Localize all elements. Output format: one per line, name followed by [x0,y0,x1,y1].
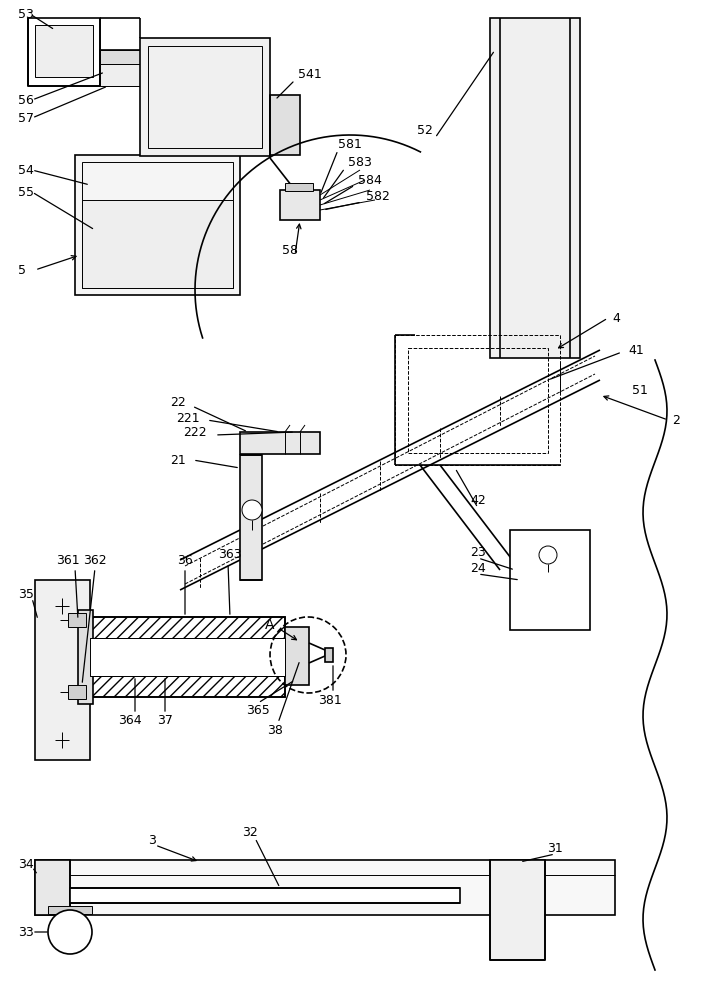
Text: 57: 57 [18,111,34,124]
Text: 58: 58 [282,243,298,256]
Text: 3: 3 [148,834,156,846]
Text: 582: 582 [366,190,390,204]
Text: 31: 31 [547,842,563,854]
Text: 53: 53 [18,7,34,20]
Bar [35,860,615,915]
Bar [82,162,233,288]
Bar [70,888,460,903]
Bar [510,530,590,630]
Bar [35,580,90,760]
Text: 21: 21 [170,454,186,466]
Bar [82,200,233,288]
Text: 365: 365 [246,704,270,716]
Circle shape [539,546,557,564]
Text: 221: 221 [176,412,200,424]
Text: 51: 51 [632,383,648,396]
Text: 4: 4 [612,312,620,324]
Text: 52: 52 [417,123,433,136]
Text: 584: 584 [358,174,382,186]
Text: 361: 361 [56,554,80,566]
Text: 363: 363 [218,548,242,562]
Bar [395,335,560,465]
Text: 381: 381 [318,694,342,706]
Text: 33: 33 [18,926,34,938]
Text: 24: 24 [470,562,486,574]
Text: 55: 55 [18,186,34,198]
Text: 22: 22 [170,395,186,408]
Bar [90,617,285,697]
Bar [148,46,262,148]
Text: 364: 364 [118,714,142,726]
Text: 583: 583 [348,156,372,169]
Text: 36: 36 [177,554,193,566]
Bar [35,860,70,915]
Text: 34: 34 [18,858,34,871]
Bar [100,50,140,86]
Bar [68,613,86,627]
Text: 541: 541 [298,68,322,82]
Text: 32: 32 [242,826,258,838]
Text: 41: 41 [628,344,644,357]
Bar [48,906,92,914]
Bar [100,64,140,86]
Bar [90,617,285,697]
Bar [490,860,545,960]
Bar [240,455,262,580]
Bar [240,432,320,454]
Text: 581: 581 [338,138,362,151]
Bar [408,348,548,453]
Text: A: A [265,618,275,632]
Bar [90,638,285,676]
Bar [100,50,140,64]
Bar [490,18,580,358]
Bar [78,610,93,704]
Text: 37: 37 [157,714,173,726]
Text: 362: 362 [83,554,107,566]
Text: 42: 42 [470,493,486,506]
Circle shape [48,910,92,954]
Bar [140,38,270,156]
Bar [28,18,100,86]
Text: 23: 23 [470,546,486,558]
Bar [280,190,320,220]
Bar [325,648,333,662]
Text: 222: 222 [183,426,207,440]
Bar [35,25,93,77]
Text: 5: 5 [18,263,26,276]
Text: 54: 54 [18,163,34,176]
Bar [68,685,86,699]
Bar [75,155,240,295]
Circle shape [242,500,262,520]
Bar [270,95,300,155]
Text: 2: 2 [672,414,680,426]
Bar [285,183,313,191]
Text: 35: 35 [18,588,34,601]
Bar [285,627,309,685]
Text: 38: 38 [267,724,283,736]
Text: 56: 56 [18,94,34,106]
